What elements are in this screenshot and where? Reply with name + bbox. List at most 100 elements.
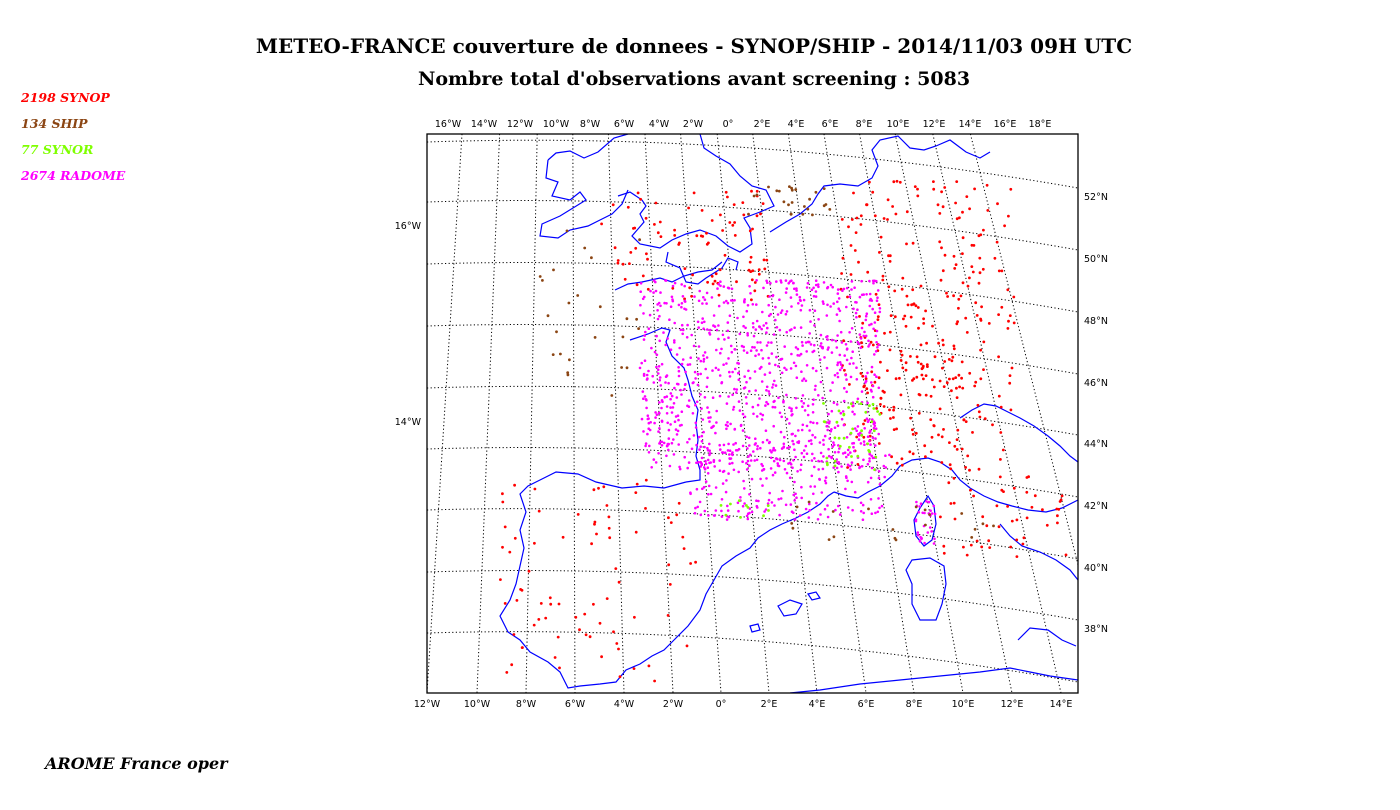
observation-point	[739, 516, 742, 519]
observation-point	[868, 439, 871, 443]
observation-point	[954, 201, 957, 205]
observation-point	[749, 292, 752, 295]
observation-point	[658, 412, 661, 415]
observation-point	[957, 297, 961, 301]
observation-point	[592, 602, 595, 606]
observation-point	[916, 306, 920, 309]
observation-point	[925, 341, 928, 345]
legend-ship: 134 SHIP	[21, 116, 88, 131]
observation-point	[873, 311, 877, 315]
observation-point	[726, 329, 730, 333]
observation-point	[748, 260, 752, 264]
observation-point	[700, 456, 704, 460]
observation-point	[999, 405, 1003, 409]
observation-point	[961, 210, 964, 214]
observation-point	[721, 333, 725, 337]
bottom-lon-label: 2°W	[663, 699, 684, 710]
observation-point	[719, 280, 722, 284]
observation-point	[940, 190, 943, 194]
observation-point	[924, 309, 927, 313]
observation-point	[723, 451, 727, 455]
observation-point	[800, 340, 804, 344]
observation-point	[702, 327, 705, 331]
observation-point	[695, 487, 699, 491]
observation-point	[826, 424, 829, 428]
observation-point	[768, 491, 771, 495]
observation-point	[686, 441, 689, 444]
observation-point	[852, 307, 855, 311]
observation-point	[597, 486, 600, 490]
observation-point	[850, 480, 854, 484]
observation-point	[979, 377, 983, 381]
observation-point	[706, 280, 709, 284]
observation-point	[574, 615, 578, 619]
observation-point	[703, 396, 707, 399]
observation-point	[755, 458, 759, 462]
observation-point	[641, 390, 645, 393]
observation-point	[785, 368, 788, 372]
observation-point	[1007, 319, 1010, 323]
observation-point	[1000, 488, 1004, 492]
observation-point	[845, 286, 849, 290]
observation-point	[702, 485, 706, 489]
observation-point	[710, 296, 714, 299]
observation-point	[553, 656, 557, 659]
observation-point	[749, 459, 753, 462]
observation-point	[726, 286, 730, 290]
observation-point	[658, 220, 662, 224]
observation-point	[672, 438, 675, 441]
observation-point	[924, 523, 927, 527]
observation-point	[683, 297, 686, 301]
observation-point	[876, 315, 880, 318]
observation-point	[801, 405, 804, 409]
observation-point	[804, 379, 808, 383]
observation-point	[761, 357, 765, 360]
observation-point	[824, 476, 828, 479]
observation-point	[741, 460, 744, 464]
observation-point	[914, 304, 918, 308]
observation-point	[642, 397, 645, 401]
observation-point	[744, 396, 748, 399]
observation-point	[694, 560, 697, 564]
observation-point	[800, 496, 803, 500]
observation-point	[548, 596, 552, 600]
observation-point	[831, 445, 834, 448]
observation-point	[687, 399, 691, 402]
observation-point	[872, 429, 876, 433]
observation-point	[787, 282, 790, 285]
observation-point	[992, 524, 995, 528]
observation-point	[870, 381, 873, 384]
observation-point	[970, 265, 974, 268]
observation-point	[848, 331, 851, 334]
observation-point	[761, 202, 765, 206]
observation-point	[879, 403, 882, 406]
observation-point	[513, 483, 516, 487]
observation-point	[1030, 505, 1034, 509]
observation-point	[841, 256, 845, 260]
observation-point	[686, 363, 690, 367]
observation-point	[756, 444, 759, 448]
observation-point	[879, 235, 883, 239]
observation-point	[671, 286, 675, 290]
observation-point	[842, 423, 846, 427]
observation-point	[678, 346, 681, 350]
observation-point	[943, 186, 947, 189]
observation-point	[859, 501, 863, 505]
observation-point	[888, 330, 892, 334]
observation-point	[753, 346, 756, 349]
observation-point	[858, 333, 862, 336]
observation-point	[752, 450, 755, 453]
observation-point	[961, 236, 965, 240]
observation-point	[640, 417, 644, 421]
observation-point	[848, 383, 851, 386]
observation-point	[862, 334, 865, 338]
observation-point	[642, 312, 645, 315]
observation-point	[916, 360, 920, 364]
observation-point	[1003, 224, 1006, 228]
observation-point	[774, 363, 777, 367]
observation-point	[712, 324, 715, 327]
bottom-lon-label: 8°W	[516, 699, 537, 710]
observation-point	[787, 462, 790, 465]
observation-point	[854, 231, 858, 235]
observation-point	[938, 212, 942, 215]
